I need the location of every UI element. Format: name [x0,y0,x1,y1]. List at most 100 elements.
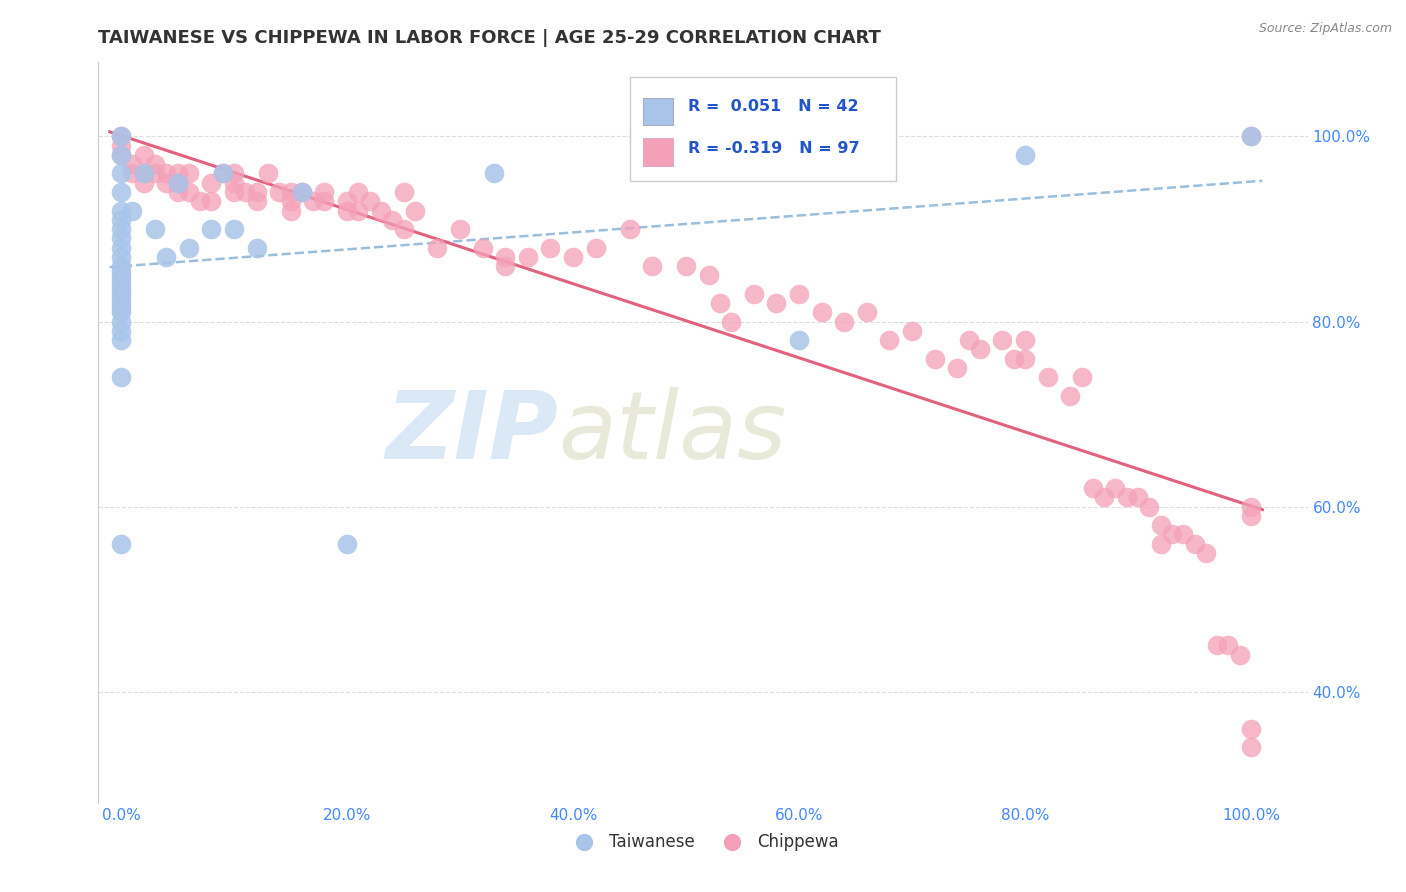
Point [1059,389,1081,403]
Point [1070,370,1092,384]
Point [359,194,381,209]
Point [233,185,256,199]
Point [155,176,177,190]
Point [856,305,879,319]
Point [211,166,233,180]
Point [110,203,132,218]
Point [143,157,166,171]
Point [1218,639,1240,653]
Point [110,185,132,199]
Point [166,166,188,180]
Point [110,273,132,287]
Point [302,194,325,209]
Point [1240,508,1263,523]
Point [765,296,787,310]
Point [143,166,166,180]
Point [110,259,132,273]
Point [1126,491,1149,505]
Point [1184,536,1206,550]
Point [110,282,132,296]
Point [222,185,245,199]
Point [1240,500,1263,514]
Point [110,250,132,264]
Point [787,286,810,301]
Point [280,203,302,218]
Text: Source: ZipAtlas.com: Source: ZipAtlas.com [1258,22,1392,36]
FancyBboxPatch shape [643,138,673,166]
Point [121,166,143,180]
Point [200,222,222,236]
Point [720,315,742,329]
Point [879,333,901,347]
Point [280,185,302,199]
Point [110,268,132,283]
Point [166,176,188,190]
Point [1104,481,1126,495]
Point [675,259,697,273]
Point [200,176,222,190]
Point [1036,370,1059,384]
Point [336,536,359,550]
Point [110,370,132,384]
Text: TAIWANESE VS CHIPPEWA IN LABOR FORCE | AGE 25-29 CORRELATION CHART: TAIWANESE VS CHIPPEWA IN LABOR FORCE | A… [98,29,882,47]
Point [280,194,302,209]
Point [1014,333,1036,347]
Point [1206,639,1229,653]
Point [709,296,731,310]
Point [110,536,132,550]
Point [1002,351,1025,366]
Point [969,343,991,357]
Point [1240,740,1263,755]
Point [336,194,359,209]
Point [392,185,415,199]
Point [742,286,765,301]
Point [110,148,132,162]
Point [110,305,132,319]
Point [132,148,155,162]
Point [222,166,245,180]
Point [426,240,449,255]
Point [222,222,245,236]
Point [110,296,132,310]
Point [1014,148,1036,162]
Point [110,277,132,292]
Point [347,185,370,199]
Point [110,292,132,306]
Point [1240,129,1263,144]
Point [946,360,969,375]
Point [211,166,233,180]
FancyBboxPatch shape [643,97,673,126]
Point [1150,518,1173,533]
Point [222,176,245,190]
Point [810,305,832,319]
Point [132,166,155,180]
Point [832,315,855,329]
Point [132,166,155,180]
Point [1014,351,1036,366]
Point [246,185,269,199]
Point [1081,481,1104,495]
Point [585,240,607,255]
Point [482,166,505,180]
Point [110,231,132,245]
Point [177,240,200,255]
Point [246,240,269,255]
Legend: Taiwanese, Chippewa: Taiwanese, Chippewa [561,826,845,857]
Point [494,259,516,273]
Point [177,185,200,199]
Point [538,240,561,255]
Text: atlas: atlas [558,387,786,478]
Point [1092,491,1115,505]
Point [257,166,280,180]
Point [110,333,132,347]
Point [110,301,132,315]
Point [110,222,132,236]
Point [1161,527,1184,541]
Point [110,148,132,162]
Point [697,268,720,283]
Text: R =  0.051   N = 42: R = 0.051 N = 42 [689,99,859,114]
Point [269,185,291,199]
Point [132,176,155,190]
Point [347,203,370,218]
Point [336,203,359,218]
